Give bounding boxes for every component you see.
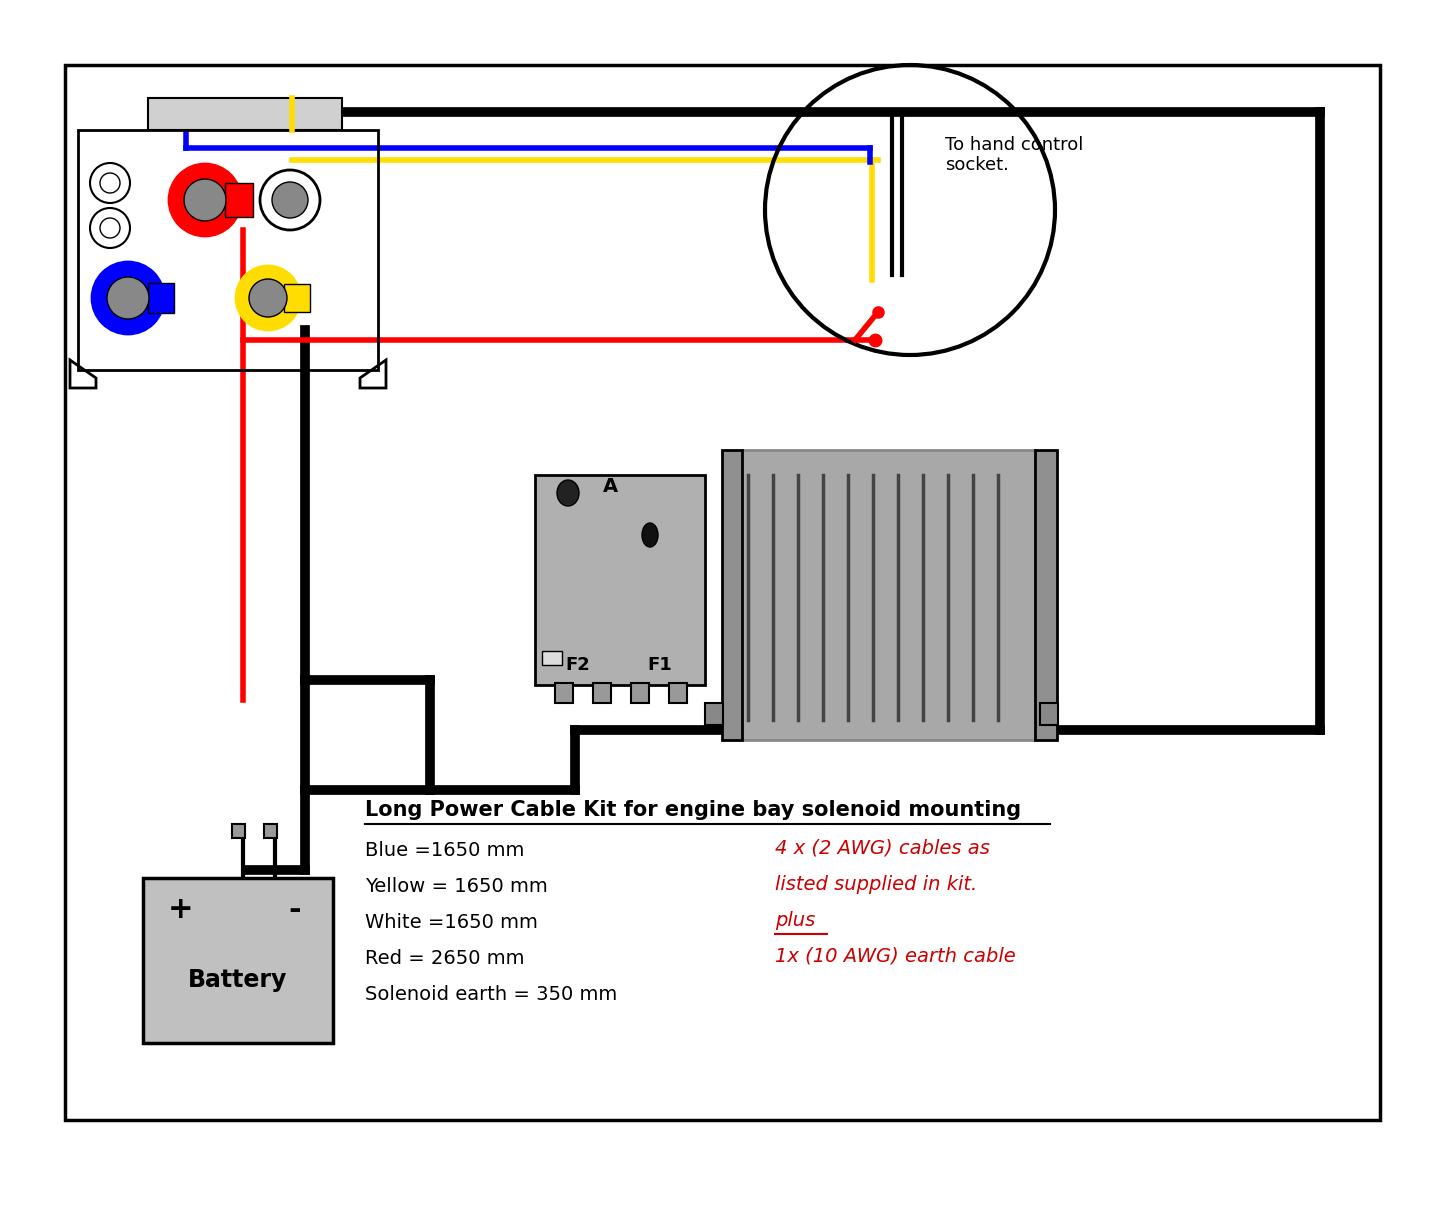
Bar: [143, 878, 332, 1043]
Text: A: A: [603, 478, 617, 497]
Circle shape: [184, 179, 225, 221]
Bar: [542, 651, 562, 665]
Bar: [535, 474, 705, 685]
Circle shape: [169, 163, 241, 236]
Circle shape: [260, 170, 319, 230]
Circle shape: [236, 265, 301, 331]
Bar: [285, 284, 311, 312]
Text: Red = 2650 mm: Red = 2650 mm: [366, 949, 525, 967]
Text: F1: F1: [647, 656, 672, 673]
Text: Blue =1650 mm: Blue =1650 mm: [366, 841, 525, 859]
Ellipse shape: [556, 481, 579, 506]
Text: White =1650 mm: White =1650 mm: [366, 912, 538, 932]
Bar: [722, 450, 741, 740]
Text: Battery: Battery: [188, 968, 288, 992]
Bar: [592, 683, 611, 703]
Text: Solenoid earth = 350 mm: Solenoid earth = 350 mm: [366, 984, 617, 1004]
Text: To hand control
socket.: To hand control socket.: [945, 135, 1084, 175]
Ellipse shape: [642, 524, 657, 547]
Bar: [1035, 450, 1056, 740]
Text: listed supplied in kit.: listed supplied in kit.: [775, 875, 977, 893]
Circle shape: [272, 182, 308, 218]
Bar: [225, 183, 253, 218]
Circle shape: [92, 262, 163, 334]
Circle shape: [249, 279, 288, 317]
Bar: [705, 703, 722, 725]
Polygon shape: [147, 98, 342, 130]
Text: F2: F2: [565, 656, 591, 673]
Bar: [264, 823, 277, 838]
Text: 1x (10 AWG) earth cable: 1x (10 AWG) earth cable: [775, 946, 1016, 966]
Text: 4 x (2 AWG) cables as: 4 x (2 AWG) cables as: [775, 838, 990, 858]
Bar: [233, 823, 246, 838]
Bar: [631, 683, 649, 703]
Bar: [669, 683, 686, 703]
Text: Long Power Cable Kit for engine bay solenoid mounting: Long Power Cable Kit for engine bay sole…: [366, 800, 1022, 820]
Bar: [740, 450, 1035, 740]
Text: plus: plus: [775, 911, 815, 929]
Bar: [1040, 703, 1058, 725]
Text: +: +: [168, 896, 194, 924]
Circle shape: [107, 277, 149, 320]
Text: -: -: [289, 896, 302, 924]
Bar: [147, 283, 173, 313]
Bar: [555, 683, 574, 703]
Text: Yellow = 1650 mm: Yellow = 1650 mm: [366, 876, 548, 896]
